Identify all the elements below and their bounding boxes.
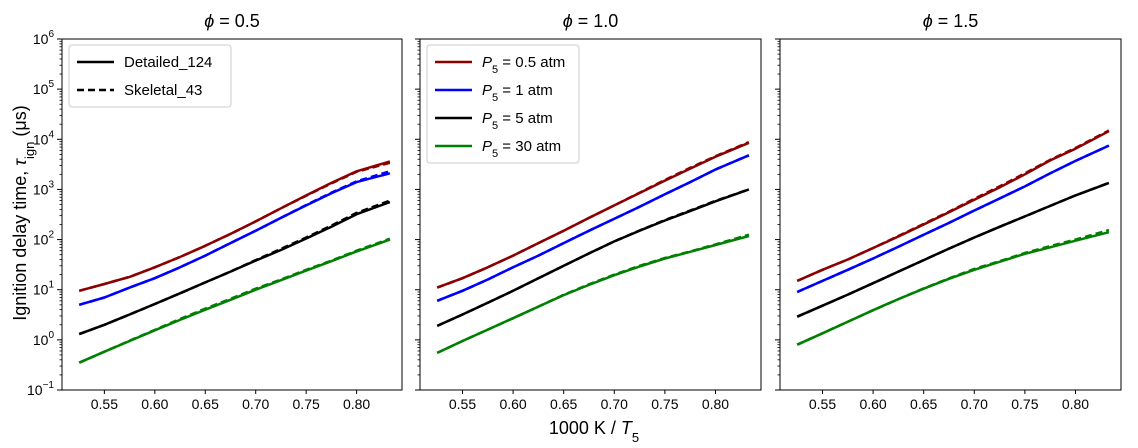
- plot-frame: [779, 38, 1122, 391]
- series-line-detailed: [78, 172, 391, 307]
- y-tick-label: 106: [33, 29, 55, 47]
- y-tick-label: 10−1: [27, 380, 54, 398]
- series-line-skeletal: [796, 129, 1110, 283]
- legend-label: Detailed_124: [124, 54, 212, 71]
- x-tick-label: 0.60: [141, 396, 168, 412]
- x-tick-label: 0.60: [859, 396, 886, 412]
- plot-frame: [419, 38, 762, 391]
- plot-frame: [61, 38, 403, 391]
- y-tick-label: 103: [33, 179, 55, 197]
- y-tick-label: 105: [33, 79, 55, 97]
- legend-box: [426, 44, 580, 164]
- x-tick-label: 0.75: [651, 396, 678, 412]
- legend-label: P5 = 0.5 atm: [482, 54, 565, 76]
- series-line-skeletal: [78, 199, 391, 336]
- legend-label: P5 = 30 atm: [482, 138, 561, 160]
- series-line-skeletal: [436, 233, 750, 355]
- x-tick-label: 0.75: [293, 396, 320, 412]
- panel-title: ϕ = 0.5: [204, 11, 260, 31]
- panel-title: ϕ = 1.0: [563, 11, 619, 31]
- x-tick-label: 0.75: [1011, 396, 1038, 412]
- y-tick-label: 100: [33, 330, 55, 348]
- series-line-skeletal: [796, 228, 1110, 346]
- x-axis-title: 1000 K / T5: [549, 418, 639, 445]
- x-tick-label: 0.65: [550, 396, 577, 412]
- series-line-detailed: [78, 238, 391, 364]
- x-tick-label: 0.55: [449, 396, 476, 412]
- series-line-detailed: [796, 230, 1110, 346]
- chart-panel-2: ϕ = 1.0 0.55 0.60 0.65 0.70 0.75 0.80 P5 = 0.5 …: [415, 11, 762, 412]
- panels: ϕ = 0.5 0.55 0.60 0.65 0.70 0.75 0.80 10−1 100 10…: [27, 11, 1122, 412]
- series-line-skeletal: [796, 181, 1110, 318]
- series-line-skeletal: [78, 161, 391, 293]
- x-tick-label: 0.70: [242, 396, 269, 412]
- x-tick-label: 0.55: [809, 396, 836, 412]
- series-line-skeletal: [78, 170, 391, 307]
- x-tick-label: 0.65: [192, 396, 219, 412]
- legend-label: P5 = 1 atm: [482, 82, 553, 104]
- x-tick-label: 0.70: [601, 396, 628, 412]
- chart-panel-1: ϕ = 0.5 0.55 0.60 0.65 0.70 0.75 0.80 10−1 100 10…: [27, 11, 403, 412]
- x-tick-label: 0.60: [499, 396, 526, 412]
- x-tick-label: 0.80: [1062, 396, 1089, 412]
- legend-label: Skeletal_43: [124, 82, 202, 99]
- y-tick-label: 101: [33, 280, 55, 298]
- panel-title: ϕ = 1.5: [923, 11, 979, 31]
- series-line-skeletal: [436, 154, 750, 302]
- series-line-detailed: [78, 160, 391, 293]
- x-tick-label: 0.55: [91, 396, 118, 412]
- series-line-skeletal: [436, 140, 750, 289]
- series-line-detailed: [436, 234, 750, 355]
- legend-label: P5 = 5 atm: [482, 110, 553, 132]
- x-tick-label: 0.65: [910, 396, 937, 412]
- y-axis-title: Ignition delay time, τign (μs): [10, 105, 37, 321]
- x-tick-label: 0.80: [343, 396, 370, 412]
- x-tick-label: 0.80: [702, 396, 729, 412]
- series-line-skeletal: [436, 188, 750, 328]
- series-line-detailed: [78, 200, 391, 336]
- legend-box: [68, 44, 232, 108]
- series-line-detailed: [436, 188, 750, 328]
- series-line-detailed: [796, 130, 1110, 283]
- chart-panel-3: ϕ = 1.5 0.55 0.60 0.65 0.70 0.75 0.80: [775, 11, 1122, 412]
- series-line-skeletal: [796, 144, 1110, 294]
- y-tick-label: 102: [33, 230, 55, 248]
- x-tick-label: 0.70: [961, 396, 988, 412]
- y-tick-label: 104: [33, 129, 55, 147]
